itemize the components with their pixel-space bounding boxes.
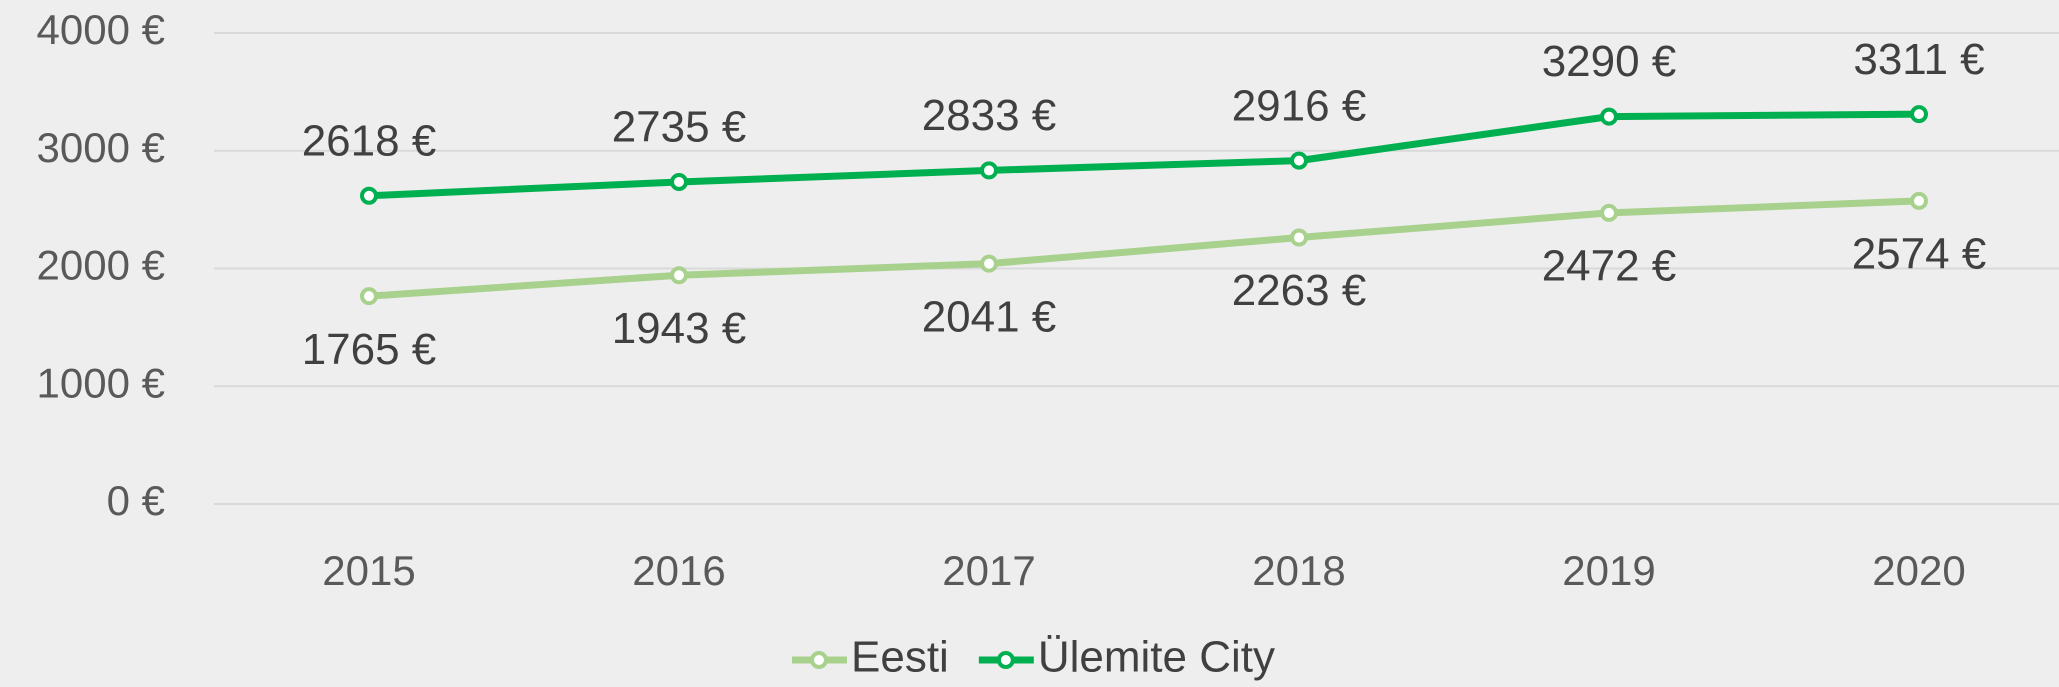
data-label: 1943 €	[612, 304, 747, 353]
data-label: 2833 €	[922, 91, 1057, 140]
point-marker	[1290, 151, 1308, 170]
point-marker	[360, 186, 378, 205]
data-label: 2472 €	[1542, 242, 1677, 291]
data-label: 2916 €	[1232, 81, 1367, 130]
x-tick-label: 2019	[1562, 547, 1655, 594]
data-label: 3311 €	[1853, 35, 1984, 84]
y-tick-label: 1000 €	[37, 359, 165, 406]
point-marker	[670, 172, 688, 191]
y-tick-label: 2000 €	[37, 242, 165, 289]
legend-marker	[996, 651, 1015, 669]
point-marker	[360, 287, 378, 306]
x-tick-label: 2017	[942, 547, 1035, 594]
point-marker	[670, 266, 688, 285]
series-line	[368, 197, 1920, 300]
point-marker	[1600, 203, 1618, 222]
data-label: 1765 €	[302, 325, 437, 374]
x-tick-label: 2015	[322, 547, 415, 594]
y-tick-label: 3000 €	[37, 124, 165, 171]
point-marker	[1600, 107, 1618, 126]
data-label: 2618 €	[302, 116, 437, 165]
y-tick-label: 0 €	[107, 477, 165, 524]
point-marker	[980, 161, 998, 180]
legend-label: Ülemite City	[1038, 633, 1275, 682]
point-marker	[1910, 105, 1928, 124]
point-marker	[1290, 228, 1308, 247]
x-tick-label: 2016	[632, 547, 725, 594]
x-tick-label: 2018	[1252, 547, 1345, 594]
data-label: 2263 €	[1232, 266, 1367, 315]
legend-marker	[810, 651, 828, 669]
point-marker	[1910, 191, 1928, 210]
data-label: 2735 €	[612, 103, 747, 152]
data-label: 3290 €	[1542, 37, 1677, 86]
data-label: 2574 €	[1852, 230, 1987, 279]
y-tick-label: 4000 €	[37, 6, 165, 53]
series-line	[368, 110, 1920, 200]
data-label: 2041 €	[922, 292, 1057, 341]
point-marker	[980, 254, 998, 273]
legend-label: Eesti	[851, 633, 949, 682]
x-tick-label: 2020	[1872, 547, 1965, 594]
